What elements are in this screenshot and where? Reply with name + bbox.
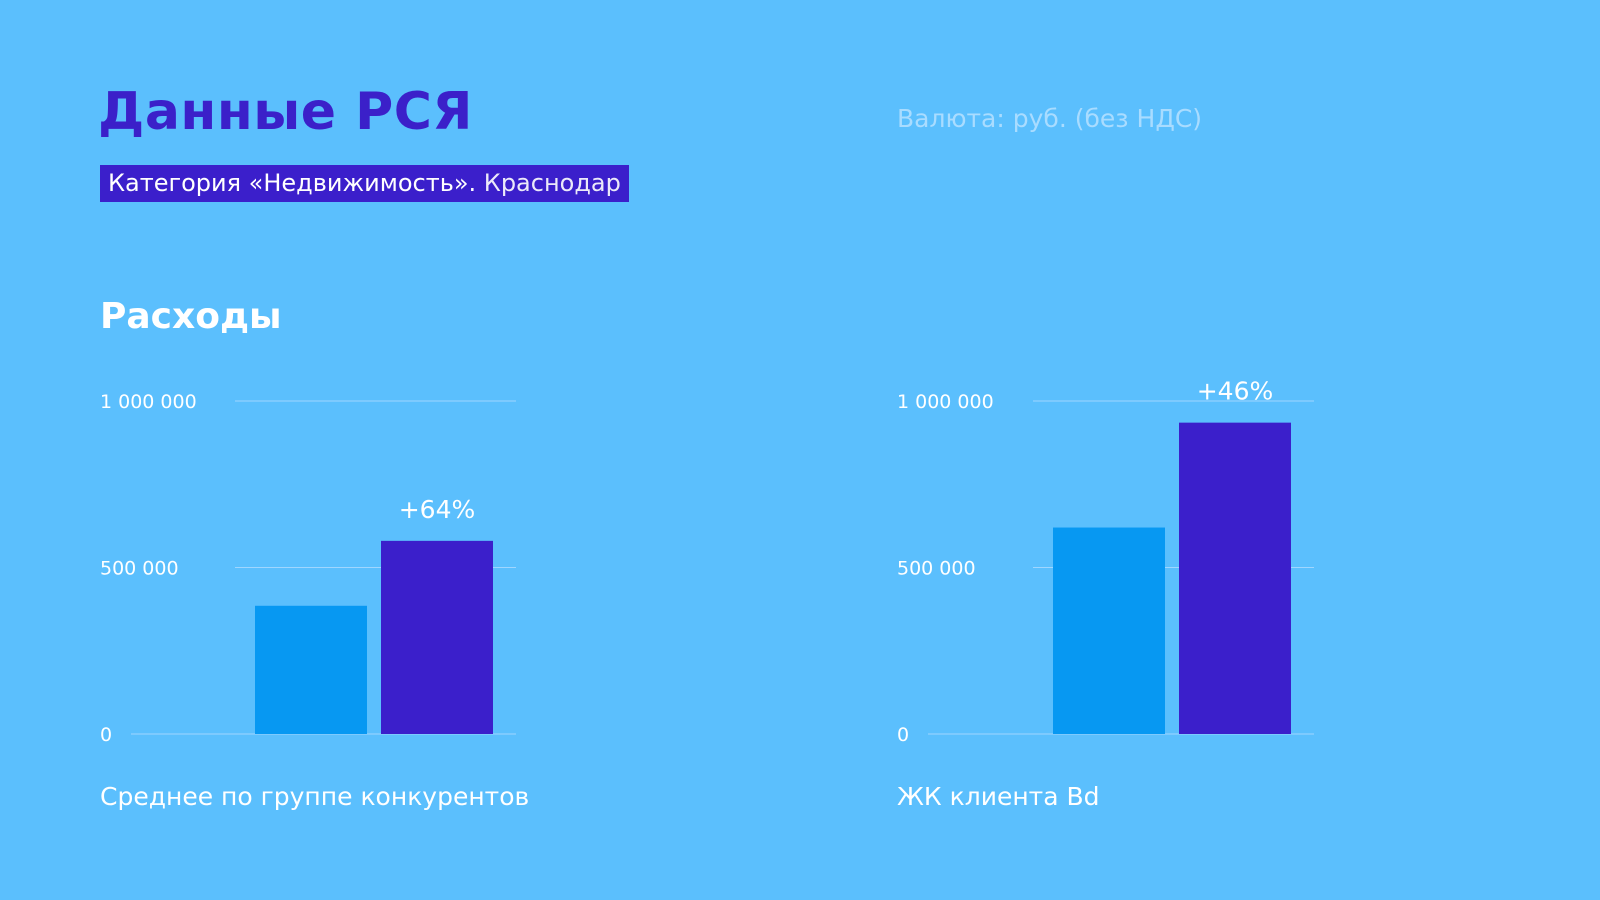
bar-1-0: [1053, 527, 1165, 734]
bar-0-0: [255, 605, 367, 734]
y-tick-label-0-2: 1 000 000: [100, 391, 197, 413]
city-label: Краснодар: [476, 169, 621, 197]
y-tick-label-0-0: 0: [100, 724, 112, 746]
y-tick-label-1-2: 1 000 000: [897, 391, 994, 413]
page-title: Данные РСЯ: [98, 82, 473, 142]
chart-caption-competitors: Среднее по группе конкурентов: [100, 782, 530, 811]
y-tick-label-1-0: 0: [897, 724, 909, 746]
change-label-0: +64%: [399, 495, 476, 524]
bar-0-1: [381, 540, 493, 734]
y-tick-label-1-1: 500 000: [897, 558, 976, 580]
category-badge: Категория «Недвижимость». Краснодар: [100, 165, 629, 202]
category-label: Категория «Недвижимость».: [108, 169, 477, 197]
currency-note: Валюта: руб. (без НДС): [897, 104, 1203, 133]
change-label-1: +46%: [1197, 377, 1274, 406]
section-title: Расходы: [100, 296, 282, 337]
bar-1-1: [1179, 422, 1291, 734]
y-tick-label-0-1: 500 000: [100, 558, 179, 580]
chart-caption-client: ЖК клиента Bd: [897, 782, 1100, 811]
